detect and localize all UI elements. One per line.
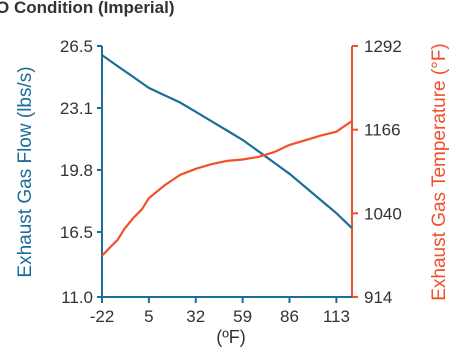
x-tick-label: 5 <box>144 307 153 326</box>
series-line-exhaust-gas-flow <box>101 54 353 229</box>
x-tick-label: 32 <box>186 307 205 326</box>
right-axis-ticks: 1292 1166 1040 914 <box>352 37 402 307</box>
x-axis-ticks: -22 5 32 59 86 113 <box>90 297 350 326</box>
x-tick-label: -22 <box>90 307 115 326</box>
y-left-tick-label: 23.1 <box>60 99 93 118</box>
y-right-tick-label: 914 <box>364 288 392 307</box>
y-left-tick-label: 19.8 <box>60 161 93 180</box>
y-left-tick-label: 11.0 <box>61 288 93 307</box>
y-right-tick-label: 1292 <box>364 37 402 56</box>
y-axis-left-label: Exhaust Gas Flow (lbs/s) <box>15 66 36 277</box>
y-left-tick-label: 16.5 <box>60 223 93 242</box>
x-tick-label: 59 <box>233 307 252 326</box>
x-tick-label: 86 <box>280 307 299 326</box>
y-right-tick-label: 1040 <box>364 204 402 223</box>
y-left-tick-label: 26.5 <box>60 37 93 56</box>
y-right-tick-label: 1166 <box>364 121 401 140</box>
chart-title: O Condition (Imperial) <box>0 0 175 17</box>
y-axis-right-label: Exhaust Gas Temperature (°F) <box>429 43 450 301</box>
series-line-exhaust-gas-temperature <box>101 120 353 257</box>
x-axis-label: (ºF) <box>216 327 246 347</box>
x-tick-label: 113 <box>323 307 350 326</box>
left-axis-ticks: 26.5 23.1 19.8 16.5 11.0 <box>60 37 102 307</box>
